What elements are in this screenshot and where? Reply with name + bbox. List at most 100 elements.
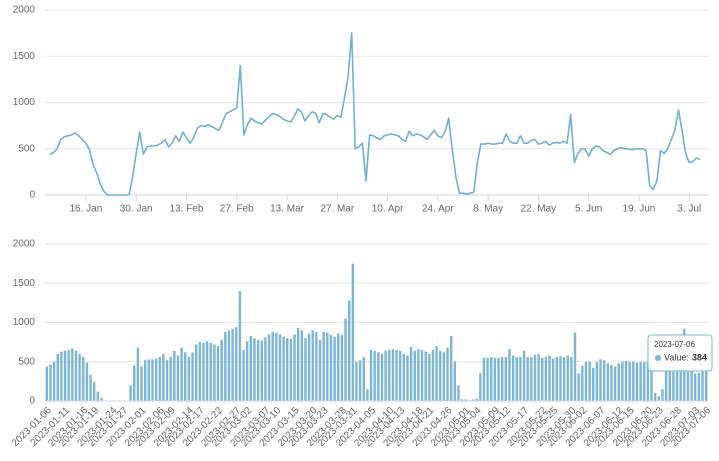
bar — [581, 365, 584, 401]
bar — [475, 398, 478, 401]
bar — [322, 331, 325, 401]
bar — [300, 330, 304, 401]
bar — [486, 357, 489, 401]
bar — [457, 385, 460, 401]
bar — [286, 338, 289, 401]
bar — [289, 338, 293, 401]
bar — [220, 339, 223, 401]
bar — [592, 368, 595, 401]
bar — [311, 330, 314, 401]
tooltip-date: 2023-07-06 — [654, 340, 695, 349]
bar — [668, 365, 671, 401]
x-tick-label: 30. Jan — [120, 204, 153, 215]
bar — [511, 355, 515, 401]
bar — [690, 365, 693, 401]
bar — [187, 357, 191, 401]
x-tick-label: 5. Jun — [575, 204, 602, 215]
bar — [442, 352, 446, 401]
bar — [562, 357, 566, 401]
bar — [388, 349, 391, 401]
bar — [584, 361, 588, 401]
bar — [318, 339, 322, 401]
x-tick-label: 10. Apr — [372, 204, 404, 215]
bar — [143, 360, 147, 401]
bar — [67, 349, 70, 401]
bar — [446, 347, 449, 401]
bar — [242, 349, 245, 401]
y-tick-label: 0 — [29, 190, 35, 201]
bar — [133, 365, 136, 401]
bar — [449, 335, 453, 401]
bar — [621, 361, 624, 401]
tooltip: 2023-07-06 Value: 384 — [647, 334, 713, 401]
bar — [49, 364, 52, 401]
bar — [570, 357, 573, 401]
bar — [45, 366, 49, 401]
bar — [686, 346, 690, 401]
bar — [541, 357, 544, 401]
bar — [377, 352, 380, 401]
bar — [282, 336, 285, 401]
bar — [402, 353, 406, 401]
bar — [697, 372, 701, 401]
bar — [147, 359, 151, 401]
bar — [628, 361, 631, 401]
bar — [267, 334, 271, 401]
bar — [209, 342, 212, 401]
bar — [398, 350, 402, 401]
bar — [464, 399, 467, 401]
bar — [180, 347, 183, 401]
bar — [151, 359, 154, 401]
bar — [231, 328, 234, 401]
bar — [340, 335, 344, 401]
x-tick-label: 19. Jun — [623, 204, 656, 215]
bar — [530, 357, 533, 401]
x-tick-label: 3. Jul — [677, 204, 701, 215]
bar — [213, 344, 216, 401]
bar — [351, 263, 355, 401]
bar — [537, 353, 540, 401]
bar — [307, 333, 311, 401]
bar — [409, 346, 413, 401]
bar — [296, 327, 300, 401]
bar — [679, 346, 682, 401]
bar — [613, 366, 617, 401]
bar — [82, 357, 85, 401]
bar — [60, 351, 63, 401]
bar — [63, 350, 67, 401]
bar — [384, 350, 387, 401]
bar — [333, 336, 336, 401]
bar — [420, 349, 424, 401]
x-tick-label: 13. Mar — [270, 204, 305, 215]
tooltip-marker — [655, 355, 661, 361]
bar — [533, 354, 537, 401]
bar — [657, 396, 661, 401]
bar — [184, 352, 187, 401]
tooltip-label: Value: — [664, 352, 689, 362]
bar — [92, 382, 96, 401]
bar — [71, 348, 74, 401]
bar — [453, 361, 457, 401]
bar — [599, 359, 602, 401]
bar — [610, 364, 613, 401]
bar — [431, 349, 435, 401]
bar — [271, 331, 274, 401]
bar — [606, 363, 610, 401]
x-tick-label: 16. Jan — [70, 204, 103, 215]
bar — [617, 363, 620, 401]
y-tick-label: 500 — [18, 356, 35, 367]
y-tick-label: 1500 — [13, 278, 36, 289]
bar — [245, 341, 249, 401]
bar — [74, 350, 78, 401]
bar — [136, 347, 140, 401]
bar — [154, 358, 158, 401]
bar — [129, 385, 132, 401]
bar — [293, 334, 296, 401]
bar — [646, 361, 650, 401]
bar — [500, 357, 504, 401]
bar — [664, 363, 668, 401]
bar — [595, 361, 599, 401]
bar — [96, 391, 100, 401]
bar — [672, 361, 675, 401]
bar — [588, 361, 591, 401]
